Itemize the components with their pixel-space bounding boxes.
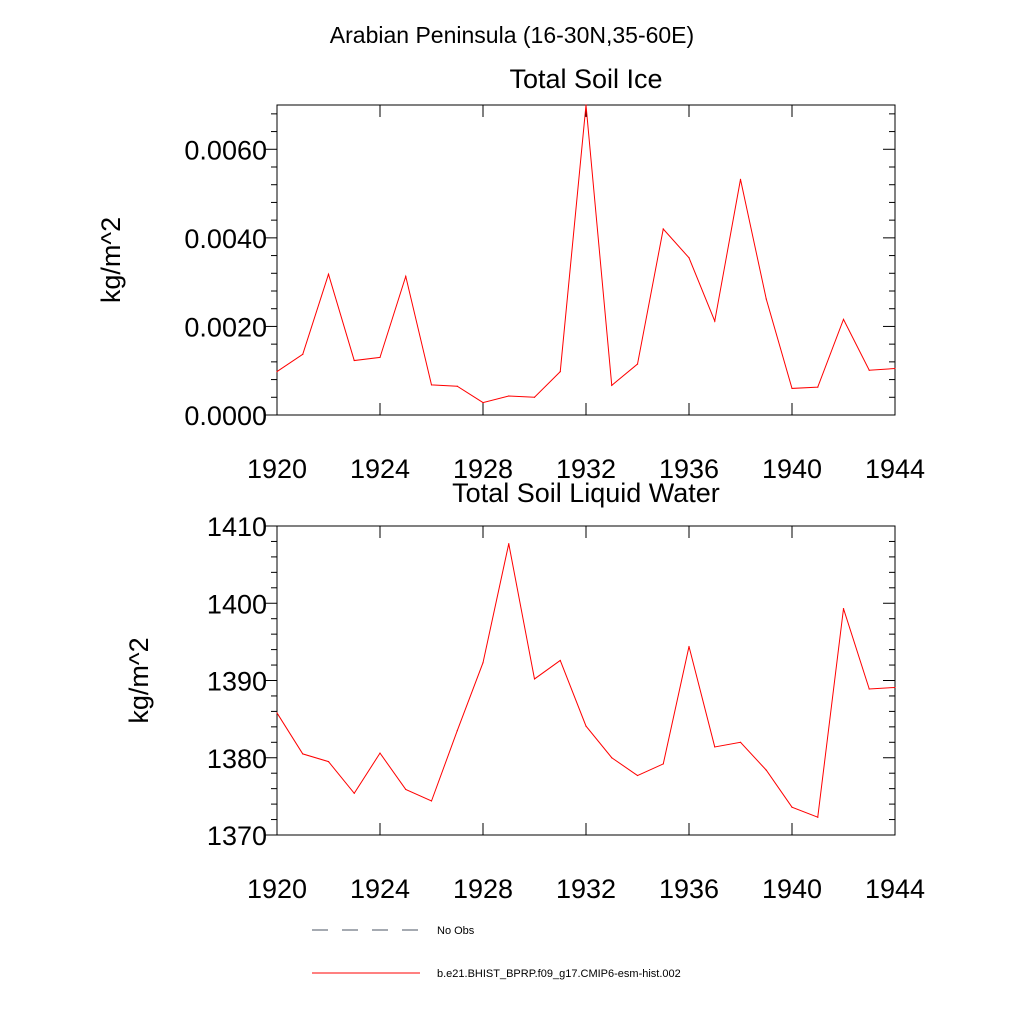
data-point (430, 384, 433, 386)
x-tick-label: 1936 (659, 454, 719, 484)
data-point (533, 678, 536, 680)
x-tick-label: 1928 (453, 454, 513, 484)
y-tick-label: 0.0060 (184, 135, 267, 165)
x-tick-label: 1932 (556, 874, 616, 904)
data-point (662, 228, 664, 230)
x-tick-label: 1920 (247, 874, 307, 904)
x-tick-label: 1932 (556, 454, 616, 484)
series-line (276, 543, 896, 818)
x-tick-label: 1928 (453, 874, 513, 904)
panel-1: Total Soil Ice 1920 1924 1928 1932 1936 1940 19… (96, 64, 925, 484)
data-point (482, 402, 484, 404)
data-point (842, 318, 845, 320)
data-point (327, 273, 330, 275)
x-tick-label: 1936 (659, 874, 719, 904)
data-point (611, 757, 613, 759)
y-axis-label: kg/m^2 (124, 637, 154, 723)
data-point (276, 712, 278, 714)
data-point (868, 688, 870, 690)
data-point (791, 387, 793, 390)
data-point (636, 774, 639, 777)
legend: No Obs b.e21.BHIST_BPRP.f09_g17.CMIP6-esm… (312, 925, 681, 980)
data-point (765, 769, 767, 771)
data-point (302, 353, 304, 355)
data-point (688, 257, 690, 259)
data-point (276, 371, 278, 373)
data-point (688, 645, 690, 648)
data-point (842, 608, 845, 610)
legend-label-2: b.e21.BHIST_BPRP.f09_g17.CMIP6-esm-hist.… (437, 968, 681, 980)
data-point (559, 371, 561, 373)
legend-label-1: No Obs (437, 925, 475, 937)
x-tick-label: 1944 (865, 874, 925, 904)
y-tick-label: 1370 (207, 821, 267, 851)
plot-frame (276, 525, 896, 836)
data-point (817, 816, 819, 818)
data-point (739, 178, 742, 180)
data-point (559, 659, 561, 662)
data-point (405, 788, 407, 791)
data-point (791, 806, 793, 808)
y-axis-label: kg/m^2 (96, 217, 126, 303)
panel-2: Total Soil Liquid Water 1920 1924 1928 1932 1… (124, 478, 925, 904)
x-tick-label: 1924 (350, 874, 410, 904)
chart-title: Total Soil Liquid Water (452, 478, 720, 508)
data-point (482, 662, 484, 664)
data-point (508, 543, 510, 545)
data-point (662, 763, 664, 765)
data-point (765, 298, 767, 300)
data-point (353, 792, 355, 794)
data-point (508, 395, 510, 397)
data-point (456, 730, 458, 732)
data-point (714, 320, 716, 322)
data-point (585, 725, 587, 727)
y-tick-label: 1390 (207, 667, 267, 697)
data-point (739, 741, 742, 743)
data-point (379, 752, 381, 754)
data-point (533, 396, 536, 398)
data-point (379, 356, 381, 359)
data-point (636, 363, 639, 365)
data-point (430, 800, 433, 802)
data-point (353, 359, 355, 362)
y-tick-label: 0.0020 (184, 312, 267, 342)
data-point (405, 275, 407, 277)
data-point (894, 367, 896, 370)
data-point (302, 753, 304, 755)
y-tick-label: 0.0000 (184, 401, 267, 431)
chart-title: Total Soil Ice (509, 64, 662, 94)
data-point (327, 761, 330, 763)
x-tick-label: 1924 (350, 454, 410, 484)
x-tick-label: 1940 (762, 454, 822, 484)
series-line (276, 104, 896, 404)
data-point (817, 386, 819, 388)
data-point (894, 686, 896, 689)
x-tick-label: 1944 (865, 454, 925, 484)
y-tick-label: 1380 (207, 744, 267, 774)
data-point (714, 746, 716, 748)
y-tick-label: 0.0040 (184, 224, 267, 254)
y-tick-label: 1400 (207, 589, 267, 619)
plot-frame (276, 104, 896, 416)
data-point (868, 369, 870, 371)
figure-suptitle: Arabian Peninsula (16-30N,35-60E) (330, 22, 694, 48)
data-point (611, 384, 613, 386)
x-tick-label: 1940 (762, 874, 822, 904)
y-tick-label: 1410 (207, 512, 267, 542)
data-point (456, 385, 458, 387)
x-tick-label: 1920 (247, 454, 307, 484)
data-point (585, 104, 587, 106)
